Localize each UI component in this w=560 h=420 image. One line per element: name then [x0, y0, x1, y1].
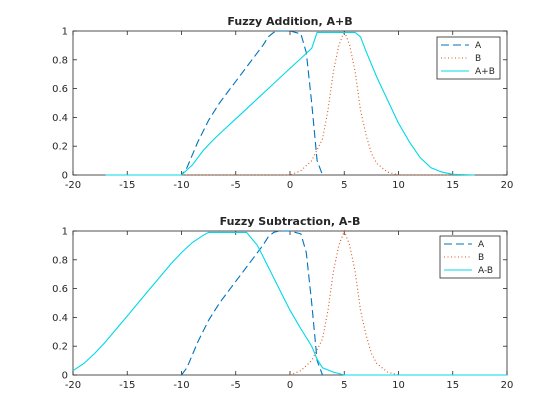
legend-label: A+B	[475, 67, 495, 77]
y-tick-label: 0.2	[52, 342, 68, 353]
legend-box	[436, 36, 501, 80]
x-tick-label: -10	[173, 380, 189, 391]
x-tick-label: -5	[231, 180, 241, 191]
series-line-ab	[105, 31, 475, 176]
series-line-b	[289, 229, 399, 376]
y-tick-label: 0.6	[52, 284, 68, 295]
y-tick-label: 1	[62, 227, 68, 238]
y-tick-label: 0	[62, 171, 68, 182]
legend: AB A+B	[436, 36, 501, 80]
legend-label: B	[478, 253, 484, 263]
x-tick-label: 10	[392, 380, 405, 391]
y-tick-label: 0.2	[52, 142, 68, 153]
series-line-a	[181, 230, 324, 376]
y-tick-label: 0	[62, 371, 68, 382]
x-tick-label: -20	[65, 180, 81, 191]
y-tick-label: 0.8	[52, 255, 68, 266]
y-tick-label: 1	[62, 27, 68, 38]
series-line-ab	[72, 231, 507, 376]
plot-area	[72, 30, 508, 176]
x-tick-label: 10	[392, 180, 405, 191]
x-tick-label: 5	[341, 380, 347, 391]
x-tick-label: 15	[446, 180, 459, 191]
x-tick-label: 5	[341, 180, 347, 191]
chart-title: Fuzzy Subtraction, A-B	[220, 215, 361, 228]
chart-2: -20 -15 -10 -5 0 5 10 15 20 0 0.2 0.4 0.6 0.8 1 Fuzzy S…	[52, 215, 513, 391]
x-tick-label: -5	[231, 380, 241, 391]
legend: AB A-B	[439, 235, 501, 279]
chart-1: -20 -15 -10 -5 0 5 10 15 20 0 0.2 0.4 0.6 0.8 1 Fuzzy A…	[52, 15, 513, 191]
legend-label: A	[475, 41, 482, 51]
legend-label: B	[475, 54, 481, 64]
legend-label: A	[478, 240, 485, 250]
legend-box	[439, 235, 501, 279]
x-tick-label: -15	[119, 180, 135, 191]
x-tick-label: 20	[501, 180, 514, 191]
y-tick-label: 0.8	[52, 55, 68, 66]
x-tick-label: -20	[65, 380, 81, 391]
y-tick-label: 0.4	[52, 313, 68, 324]
x-tick-label: 0	[287, 380, 293, 391]
chart-title: Fuzzy Addition, A+B	[227, 15, 352, 28]
y-tick-label: 0.4	[52, 113, 68, 124]
y-tick-label: 0.6	[52, 84, 68, 95]
x-tick-label: 20	[501, 380, 514, 391]
x-tick-label: -15	[119, 380, 135, 391]
x-tick-label: -10	[173, 180, 189, 191]
legend-label: A-B	[478, 266, 493, 276]
x-tick-label: 15	[446, 380, 459, 391]
x-tick-label: 0	[287, 180, 293, 191]
